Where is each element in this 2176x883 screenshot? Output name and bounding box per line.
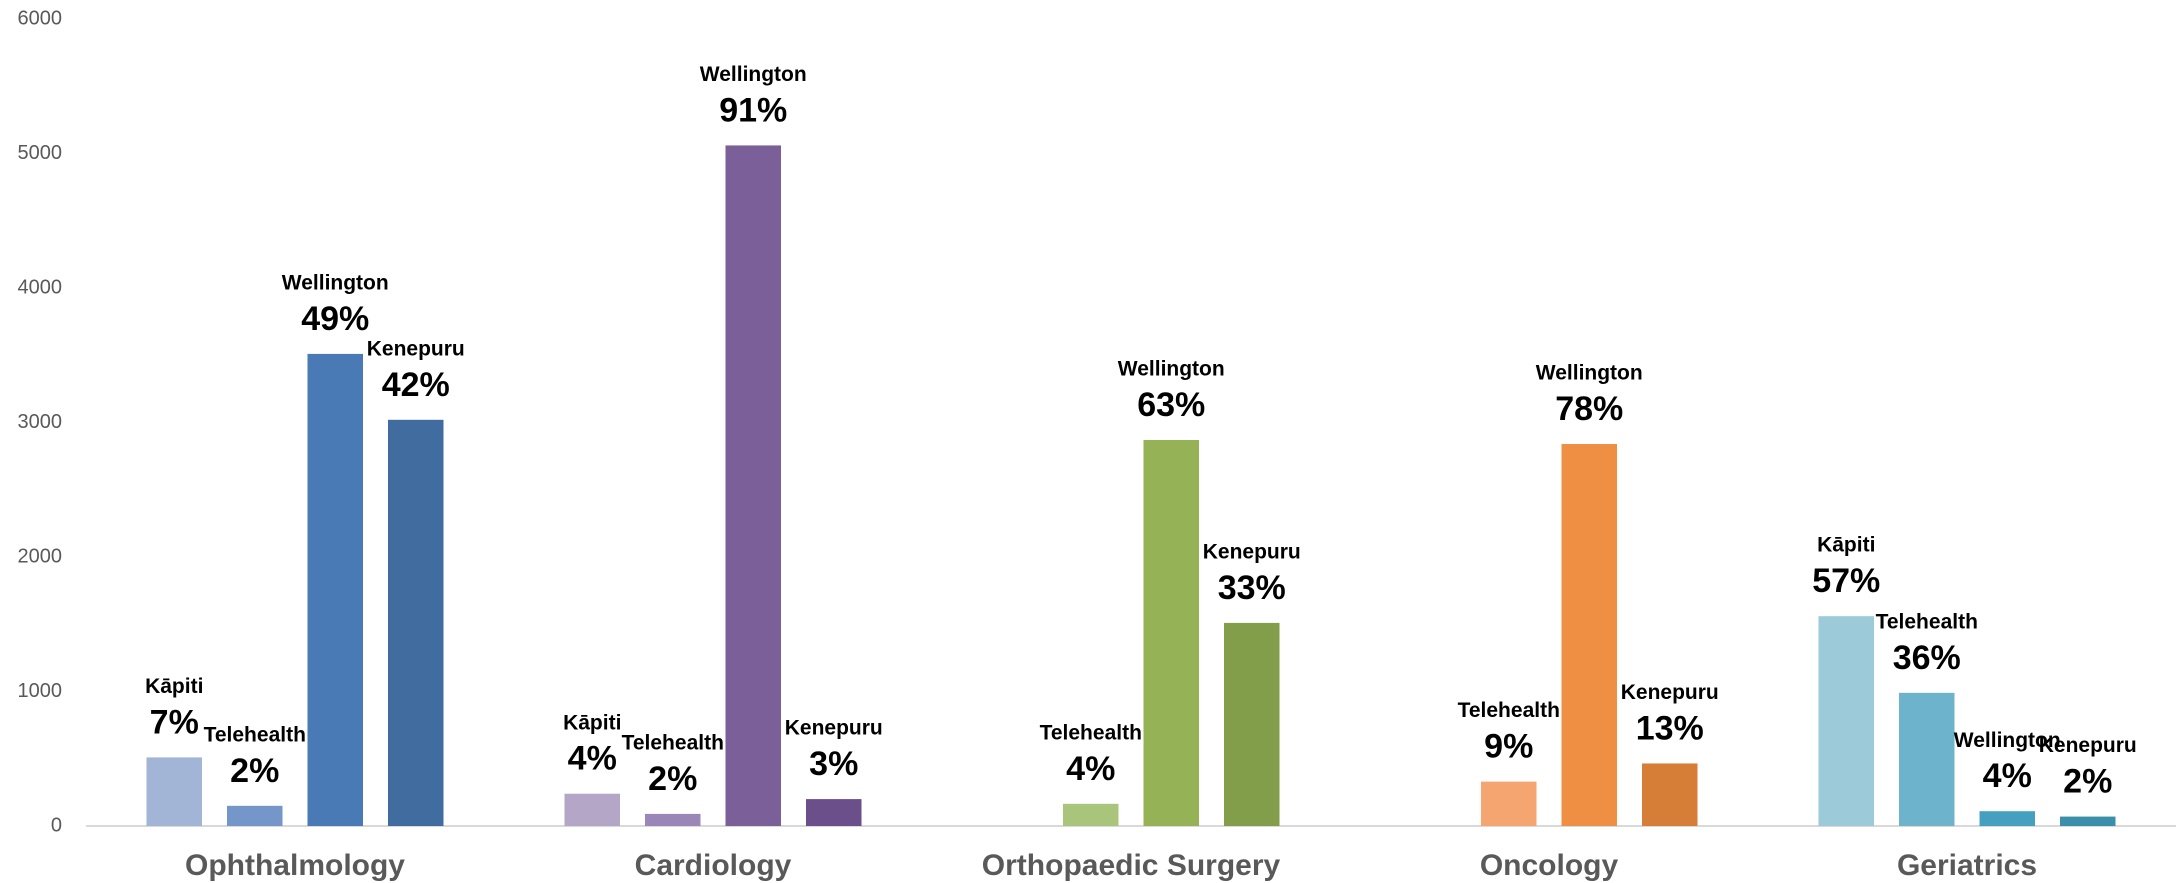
bar	[2060, 816, 2116, 826]
y-tick-label: 5000	[18, 142, 63, 164]
series-label: Telehealth	[204, 723, 306, 746]
bar	[1899, 692, 1955, 826]
data-label: 91%	[719, 91, 787, 129]
data-label: 49%	[301, 300, 369, 338]
series-label: Wellington	[282, 271, 389, 294]
data-label: 42%	[382, 366, 450, 404]
series-label: Telehealth	[1040, 721, 1142, 744]
x-tick-label: Oncology	[1480, 849, 1619, 882]
bar	[1063, 803, 1119, 826]
series-label: Wellington	[1118, 358, 1225, 381]
series-label: Telehealth	[1876, 610, 1978, 633]
series-label: Wellington	[700, 63, 807, 86]
series-label: Kenepuru	[2039, 734, 2137, 757]
series-label: Kenepuru	[1621, 681, 1719, 704]
data-label: 2%	[230, 752, 279, 790]
series-label: Kenepuru	[367, 337, 465, 360]
bar	[1818, 616, 1874, 826]
y-tick-label: 6000	[18, 7, 63, 29]
series-label: Kenepuru	[785, 717, 883, 740]
y-tick-label: 2000	[18, 545, 63, 567]
series-label: Telehealth	[1458, 699, 1560, 722]
data-label: 2%	[648, 760, 697, 798]
data-label: 7%	[150, 703, 199, 741]
data-label: 63%	[1137, 386, 1205, 424]
x-tick-label: Orthopaedic Surgery	[982, 849, 1281, 882]
data-label: 4%	[1066, 750, 1115, 788]
x-tick-label: Cardiology	[635, 849, 792, 882]
series-label: Wellington	[1954, 729, 2061, 752]
x-tick-label: Ophthalmology	[185, 849, 405, 882]
series-label: Kenepuru	[1203, 540, 1301, 563]
data-label: 4%	[1983, 757, 2032, 795]
data-label: 57%	[1812, 562, 1880, 600]
bar	[806, 799, 862, 826]
y-tick-label: 1000	[18, 680, 63, 702]
data-label: 9%	[1484, 728, 1533, 766]
series-label: Kāpiti	[1817, 534, 1875, 557]
bar	[645, 813, 701, 826]
bar	[564, 793, 620, 826]
bar	[1481, 781, 1537, 826]
data-label: 13%	[1636, 709, 1704, 747]
series-label: Kāpiti	[145, 675, 203, 698]
bar	[1642, 763, 1698, 826]
data-label: 36%	[1893, 639, 1961, 677]
data-label: 3%	[809, 745, 858, 783]
bar	[1143, 439, 1199, 826]
data-label: 78%	[1555, 390, 1623, 428]
bar	[307, 353, 363, 826]
series-label: Telehealth	[622, 731, 724, 754]
y-tick-label: 3000	[18, 411, 63, 433]
bar	[227, 805, 283, 826]
bar	[388, 419, 444, 826]
bar	[725, 145, 781, 826]
y-tick-label: 4000	[18, 276, 63, 298]
data-label: 4%	[568, 740, 617, 778]
data-label: 33%	[1218, 569, 1286, 607]
bar	[146, 757, 202, 826]
bar	[1224, 622, 1280, 826]
series-label: Kāpiti	[563, 711, 621, 734]
bar	[1979, 811, 2035, 826]
bar	[1561, 444, 1617, 826]
x-tick-label: Geriatrics	[1897, 849, 2037, 882]
series-label: Wellington	[1536, 362, 1643, 385]
y-tick-label: 0	[51, 814, 62, 836]
data-label: 2%	[2063, 763, 2112, 801]
